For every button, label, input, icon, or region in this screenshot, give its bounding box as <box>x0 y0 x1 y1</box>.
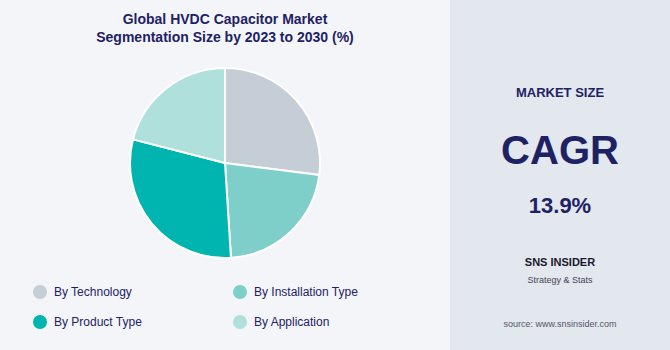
annotation: SNS INSIDER <box>525 256 595 268</box>
pie-slice <box>225 68 320 175</box>
legend-swatch <box>33 315 47 329</box>
pie-slice <box>133 68 225 163</box>
annotation: CAGR <box>501 128 619 172</box>
legend-swatch <box>33 285 47 299</box>
annotations: MARKET SIZE CAGR 13.9% SNS INSIDER Strategy … <box>501 85 619 330</box>
right-panel <box>450 0 670 350</box>
annotation: source: www.snsinsider.com <box>503 319 616 329</box>
pie-slice <box>225 163 319 258</box>
legend: By Technology By Installation Type By Prod… <box>33 285 358 329</box>
left-panel <box>0 0 450 350</box>
chart-root: Global HVDC Capacitor Market Segmentation… <box>0 0 670 350</box>
legend-label: By Product Type <box>54 315 142 329</box>
legend-swatch <box>233 315 247 329</box>
legend-label: By Application <box>254 315 329 329</box>
title-line: Global HVDC Capacitor Market <box>123 11 328 27</box>
title-line: Segmentation Size by 2023 to 2030 (%) <box>96 29 354 45</box>
annotation: MARKET SIZE <box>516 85 604 100</box>
legend-swatch <box>233 285 247 299</box>
legend-label: By Installation Type <box>254 285 358 299</box>
legend-label: By Technology <box>54 285 132 299</box>
chart-title: Global HVDC Capacitor Market Segmentation… <box>96 11 354 45</box>
annotation: Strategy & Stats <box>527 275 593 285</box>
pie <box>130 68 320 258</box>
annotation: 13.9% <box>529 193 591 218</box>
